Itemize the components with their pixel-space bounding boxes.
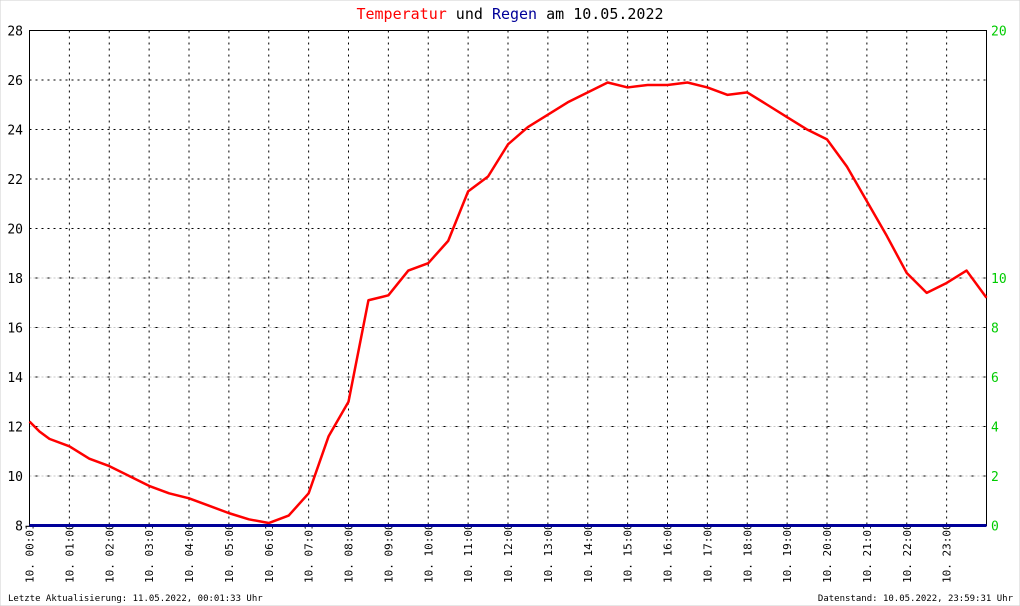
- x-tick-label: 10. 02:00: [103, 523, 116, 583]
- series-line-temperatur: [28, 81, 988, 525]
- x-axis-ticks: 10. 00:01 10. 01:00 10. 02:00 10. 03:01 10. …: [24, 523, 954, 583]
- x-tick-label: 10. 08:00: [343, 523, 356, 583]
- y-right-tick-label: 8: [991, 322, 999, 337]
- left-y-axis-ticks: 8 10 12 14 16 18 20 22 24 26 28: [7, 25, 23, 535]
- y-right-tick-label: 10: [991, 272, 1007, 287]
- x-tick-label: 10. 17:00: [701, 523, 714, 583]
- x-tick-label: 10. 20:00: [821, 523, 834, 583]
- x-tick-label: 10. 09:00: [382, 523, 395, 583]
- title-date: am 10.05.2022: [537, 5, 663, 23]
- x-tick-label: 10. 04:00: [183, 523, 196, 583]
- y-left-tick-label: 26: [7, 74, 23, 89]
- y-right-tick-label: 6: [991, 371, 999, 386]
- x-tick-label: 10. 18:00: [741, 523, 754, 583]
- right-y-axis-ticks: 0 2 4 6 8 10 20: [991, 25, 1007, 535]
- x-tick-label: 10. 12:00: [502, 523, 515, 583]
- x-tick-label: 10. 05:00: [223, 523, 236, 583]
- x-tick-label: 10. 22:00: [901, 523, 914, 583]
- footer-data-state: Datenstand: 10.05.2022, 23:59:31 Uhr: [818, 594, 1014, 604]
- x-tick-label: 10. 11:00: [462, 523, 475, 583]
- title-temperature: Temperatur: [356, 5, 446, 23]
- x-tick-label: 10. 14:00: [582, 523, 595, 583]
- y-left-tick-label: 14: [7, 371, 23, 386]
- vertical-gridlines: [68, 30, 948, 526]
- x-tick-label: 10. 15:00: [622, 523, 635, 583]
- series-layer: [28, 81, 988, 527]
- y-right-tick-label: 0: [991, 520, 999, 535]
- x-tick-label: 10. 21:01: [861, 523, 874, 583]
- y-left-tick-label: 10: [7, 470, 23, 485]
- x-tick-label: 10. 23:00: [941, 523, 954, 583]
- y-left-tick-label: 24: [7, 124, 23, 139]
- title-rain: Regen: [492, 5, 537, 23]
- x-tick-label: 10. 19:00: [781, 523, 794, 583]
- y-left-tick-label: 20: [7, 223, 23, 238]
- y-right-tick-label: 2: [991, 470, 999, 485]
- x-tick-label: 10. 00:01: [24, 523, 37, 583]
- x-tick-label: 10. 03:01: [143, 523, 156, 583]
- x-tick-label: 10. 06:01: [263, 523, 276, 583]
- y-left-tick-label: 28: [7, 25, 23, 40]
- y-left-tick-label: 18: [7, 272, 23, 287]
- x-tick-label: 10. 01:00: [63, 523, 76, 583]
- chart-title: Temperatur und Regen am 10.05.2022: [356, 5, 663, 23]
- y-left-tick-label: 16: [7, 322, 23, 337]
- x-tick-label: 10. 10:00: [422, 523, 435, 583]
- x-tick-label: 10. 16:00: [662, 523, 675, 583]
- y-right-tick-label: 20: [991, 25, 1007, 40]
- y-left-tick-label: 8: [15, 520, 23, 535]
- x-tick-label: 10. 13:00: [542, 523, 555, 583]
- y-left-tick-label: 12: [7, 421, 23, 436]
- y-left-tick-label: 22: [7, 173, 23, 188]
- title-and: und: [447, 5, 492, 23]
- y-right-tick-label: 4: [991, 421, 999, 436]
- x-tick-label: 10. 07:01: [303, 523, 316, 583]
- footer-last-update: Letzte Aktualisierung: 11.05.2022, 00:01…: [8, 594, 263, 604]
